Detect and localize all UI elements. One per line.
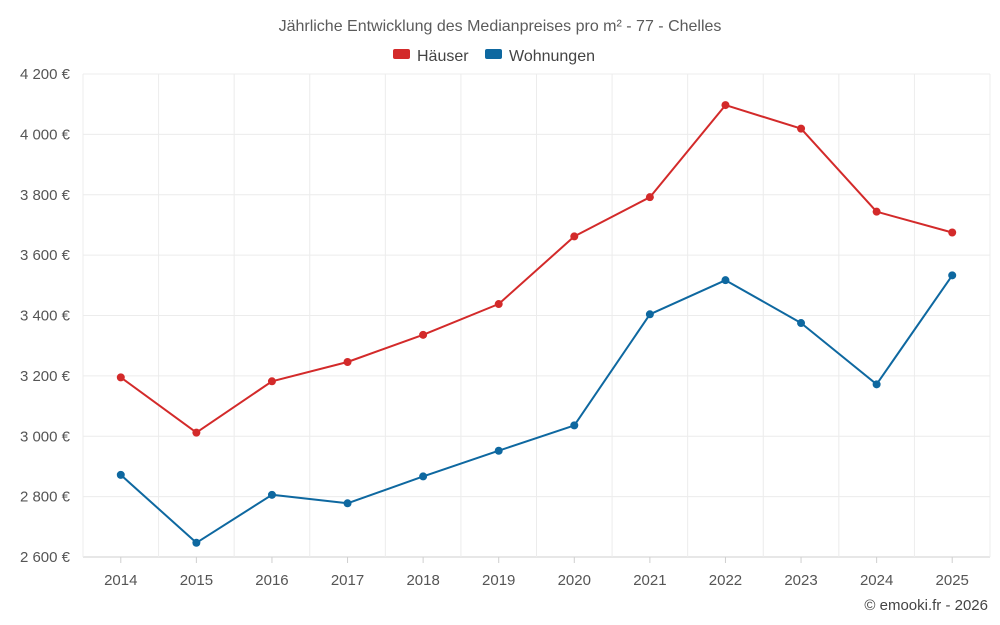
x-tick-label: 2021 <box>633 572 666 589</box>
data-point-haeuser[interactable] <box>267 377 276 386</box>
x-tick-label: 2014 <box>104 572 137 589</box>
data-point-wohnungen[interactable] <box>343 499 352 508</box>
data-point-wohnungen[interactable] <box>116 470 125 479</box>
x-tick-label: 2025 <box>936 572 969 589</box>
legend-label-haeuser: Häuser <box>417 48 469 65</box>
x-tick-label: 2018 <box>406 572 439 589</box>
series-line-haeuser <box>120 104 953 434</box>
data-point-haeuser[interactable] <box>645 193 654 202</box>
data-point-haeuser[interactable] <box>872 207 881 216</box>
x-tick-label: 2017 <box>331 572 364 589</box>
chart-title: Jährliche Entwicklung des Medianpreises … <box>279 18 722 35</box>
data-point-haeuser[interactable] <box>797 124 806 133</box>
legend-item-haeuser[interactable]: Häuser <box>393 48 469 65</box>
data-point-wohnungen[interactable] <box>948 271 957 280</box>
data-point-haeuser[interactable] <box>494 300 503 309</box>
legend-item-wohnungen[interactable]: Wohnungen <box>485 48 595 65</box>
data-point-haeuser[interactable] <box>343 357 352 366</box>
x-tick-label: 2016 <box>255 572 288 589</box>
x-tick-label: 2020 <box>558 572 591 589</box>
legend-swatch-wohnungen <box>485 49 502 59</box>
data-point-haeuser[interactable] <box>721 101 730 110</box>
y-tick-label: 3 800 € <box>20 187 71 204</box>
data-point-haeuser[interactable] <box>192 428 201 437</box>
x-tick-label: 2023 <box>784 572 817 589</box>
y-tick-label: 3 600 € <box>20 247 71 264</box>
grid <box>82 73 991 558</box>
y-tick-label: 2 600 € <box>20 549 71 566</box>
y-axis: 2 600 € 2 800 € 3 000 € 3 200 € 3 400 € 3 600… <box>20 66 71 566</box>
legend-swatch-haeuser <box>393 49 410 59</box>
data-point-haeuser[interactable] <box>948 228 957 237</box>
y-tick-label: 4 200 € <box>20 66 71 83</box>
data-point-wohnungen[interactable] <box>267 490 276 499</box>
legend[interactable]: Häuser Wohnungen <box>393 48 595 65</box>
y-tick-label: 3 000 € <box>20 428 71 445</box>
data-point-haeuser[interactable] <box>116 373 125 382</box>
y-tick-label: 4 000 € <box>20 126 71 143</box>
legend-label-wohnungen: Wohnungen <box>509 48 595 65</box>
y-tick-label: 2 800 € <box>20 489 71 506</box>
y-tick-label: 3 200 € <box>20 368 71 385</box>
x-tick-label: 2019 <box>482 572 515 589</box>
data-point-wohnungen[interactable] <box>797 319 806 328</box>
data-point-wohnungen[interactable] <box>192 538 201 547</box>
x-axis: 2014 2015 2016 2017 2018 2019 2020 2021 2022 2023… <box>104 557 969 589</box>
series-line-wohnungen <box>120 274 954 544</box>
data-point-haeuser[interactable] <box>570 232 579 241</box>
data-point-wohnungen[interactable] <box>494 446 503 455</box>
data-point-wohnungen[interactable] <box>570 421 579 430</box>
data-point-wohnungen[interactable] <box>721 276 730 285</box>
data-point-wohnungen[interactable] <box>872 380 881 389</box>
x-tick-label: 2022 <box>709 572 742 589</box>
y-tick-label: 3 400 € <box>20 308 71 325</box>
plot-area <box>116 101 957 547</box>
x-tick-label: 2015 <box>180 572 213 589</box>
data-point-haeuser[interactable] <box>419 330 428 339</box>
data-point-wohnungen[interactable] <box>419 472 428 481</box>
credit-text: © emooki.fr - 2026 <box>864 597 988 614</box>
x-tick-label: 2024 <box>860 572 893 589</box>
data-point-wohnungen[interactable] <box>645 310 654 319</box>
